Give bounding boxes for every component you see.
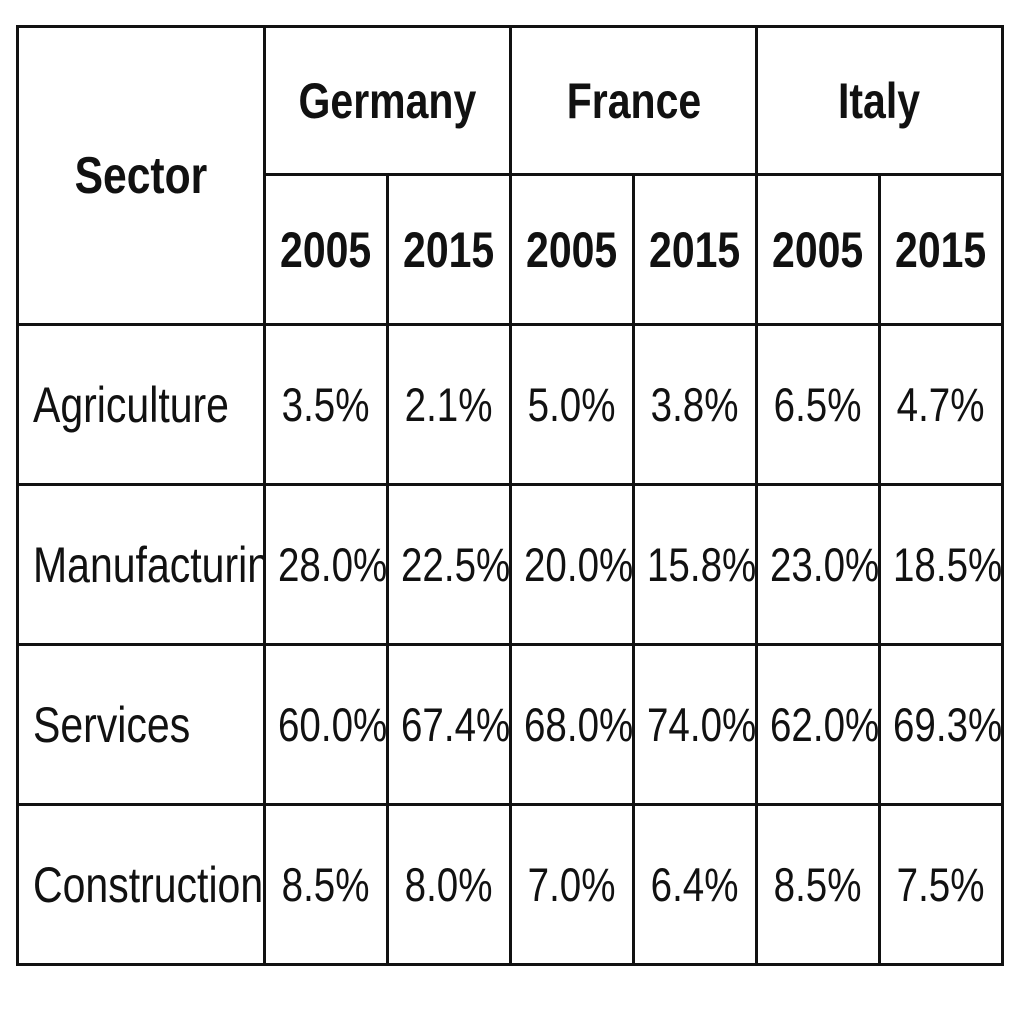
table-cell: 69.3% (878, 643, 1004, 806)
cell-value: 5.0% (528, 378, 616, 431)
table-cell: 18.5% (878, 483, 1004, 646)
country-header-italy: Italy (755, 25, 1004, 176)
year-header: 2005 (263, 173, 389, 326)
row-label-text: Services (33, 696, 191, 753)
year-label: 2005 (526, 221, 618, 278)
table-cell: 3.8% (632, 323, 758, 486)
row-label-text: Manufacturing (33, 536, 262, 593)
cell-value: 3.5% (282, 378, 370, 431)
table-cell: 3.5% (263, 323, 389, 486)
year-label: 2015 (895, 221, 987, 278)
cell-value: 67.4% (400, 698, 511, 751)
row-label: Services (16, 643, 266, 806)
year-label: 2015 (649, 221, 741, 278)
cell-value: 60.0% (277, 698, 388, 751)
country-label: France (566, 72, 701, 129)
cell-value: 6.4% (651, 858, 739, 911)
table-cell: 74.0% (632, 643, 758, 806)
table-row-services: Services 60.0% 67.4% 68.0% 74.0% 62.0% 6… (16, 643, 1004, 806)
cell-value: 23.0% (769, 538, 880, 591)
cell-value: 28.0% (277, 538, 388, 591)
table-cell: 60.0% (263, 643, 389, 806)
table-cell: 67.4% (386, 643, 512, 806)
year-header: 2015 (386, 173, 512, 326)
table-cell: 7.0% (509, 803, 635, 966)
year-label: 2005 (772, 221, 864, 278)
cell-value: 4.7% (897, 378, 985, 431)
cell-value: 22.5% (400, 538, 511, 591)
cell-value: 18.5% (892, 538, 1003, 591)
row-label: Construction (16, 803, 266, 966)
cell-value: 7.0% (528, 858, 616, 911)
table-row-construction: Construction 8.5% 8.0% 7.0% 6.4% 8.5% 7.… (16, 803, 1004, 966)
cell-value: 15.8% (646, 538, 757, 591)
cell-value: 8.5% (774, 858, 862, 911)
cell-value: 74.0% (646, 698, 757, 751)
cell-value: 62.0% (769, 698, 880, 751)
row-label-text: Agriculture (33, 376, 229, 433)
year-header-row: 2005 2015 2005 2015 2005 2015 (18, 173, 1004, 326)
table-cell: 8.5% (755, 803, 881, 966)
table-row-agriculture: Agriculture 3.5% 2.1% 5.0% 3.8% 6.5% 4.7… (16, 323, 1004, 486)
table-row-manufacturing: Manufacturing 28.0% 22.5% 20.0% 15.8% 23… (16, 483, 1004, 646)
cell-value: 2.1% (405, 378, 493, 431)
cell-value: 3.8% (651, 378, 739, 431)
row-label: Agriculture (16, 323, 266, 486)
country-header-row: Sector Germany France Italy (16, 25, 1004, 326)
table-cell: 5.0% (509, 323, 635, 486)
cell-value: 8.5% (282, 858, 370, 911)
row-label: Manufacturing (16, 483, 266, 646)
country-label: Italy (838, 72, 921, 129)
cell-value: 7.5% (897, 858, 985, 911)
table-cell: 28.0% (263, 483, 389, 646)
cell-value: 8.0% (405, 858, 493, 911)
cell-value: 69.3% (892, 698, 1003, 751)
table-cell: 68.0% (509, 643, 635, 806)
row-label-text: Construction (33, 856, 264, 913)
table-cell: 4.7% (878, 323, 1004, 486)
table-cell: 23.0% (755, 483, 881, 646)
country-header-france: France (509, 25, 758, 176)
sector-share-table: Sector Germany France Italy 2005 2015 20… (16, 25, 1004, 966)
year-header: 2015 (632, 173, 758, 326)
table-cell: 8.5% (263, 803, 389, 966)
table-cell: 62.0% (755, 643, 881, 806)
country-label: Germany (298, 72, 477, 129)
table-cell: 6.5% (755, 323, 881, 486)
cell-value: 68.0% (523, 698, 634, 751)
country-header-germany: Germany (263, 25, 512, 176)
year-header: 2005 (509, 173, 635, 326)
table-cell: 6.4% (632, 803, 758, 966)
table-cell: 22.5% (386, 483, 512, 646)
cell-value: 20.0% (523, 538, 634, 591)
table-cell: 8.0% (386, 803, 512, 966)
table-cell: 7.5% (878, 803, 1004, 966)
year-header: 2015 (878, 173, 1004, 326)
table-cell: 20.0% (509, 483, 635, 646)
corner-header-label: Sector (74, 146, 208, 205)
year-label: 2015 (403, 221, 495, 278)
year-header: 2005 (755, 173, 881, 326)
corner-header: Sector (16, 25, 266, 326)
table-cell: 15.8% (632, 483, 758, 646)
year-label: 2005 (280, 221, 372, 278)
cell-value: 6.5% (774, 378, 862, 431)
table-cell: 2.1% (386, 323, 512, 486)
